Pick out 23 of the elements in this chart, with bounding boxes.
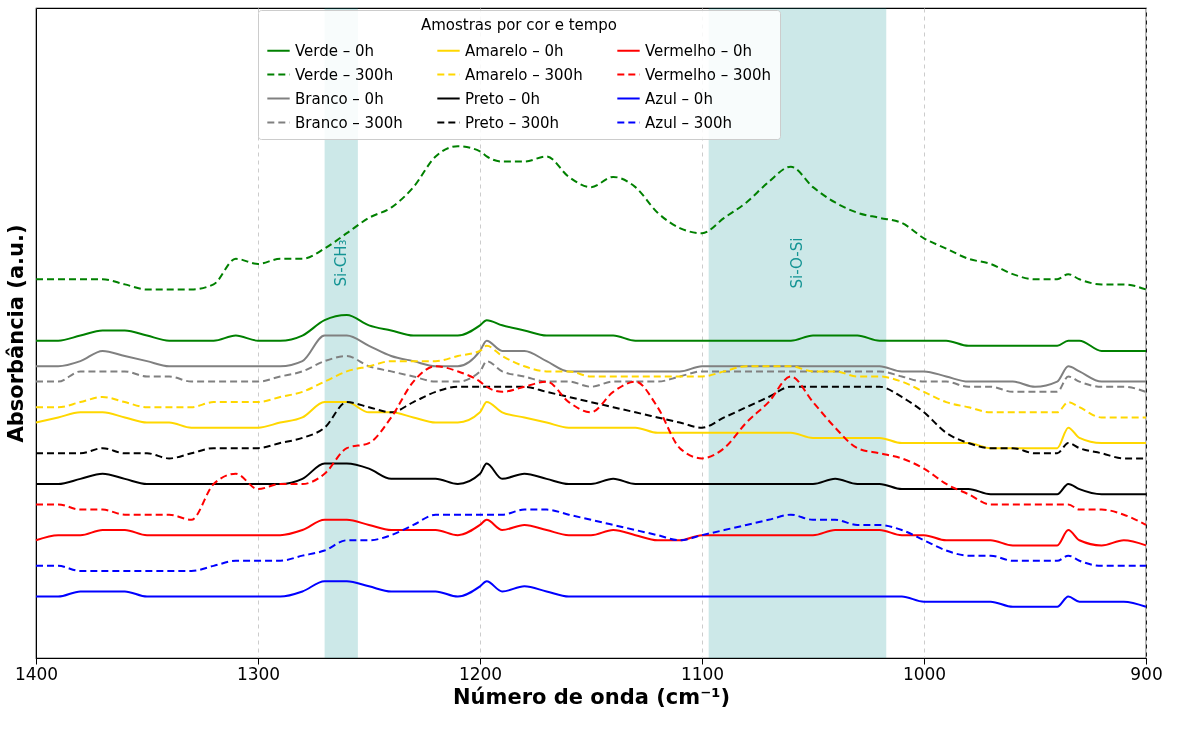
x-tick-label: 1400 xyxy=(14,663,59,684)
band-label: Si-O-Si xyxy=(788,237,807,289)
legend-label: Branco – 300h xyxy=(295,113,403,132)
x-tick-label: 1300 xyxy=(236,663,281,684)
legend-label: Azul – 0h xyxy=(645,89,713,108)
legend-label: Branco – 0h xyxy=(295,89,384,108)
legend-label: Verde – 300h xyxy=(295,65,394,84)
y-axis-title: Absorbância (a.u.) xyxy=(3,224,28,443)
legend-label: Verde – 0h xyxy=(295,41,375,60)
legend-label: Amarelo – 0h xyxy=(465,41,564,60)
band-label: Si-CH₃ xyxy=(332,239,351,287)
x-tick-label: 1100 xyxy=(680,663,725,684)
x-axis-title: Número de onda (cm⁻¹) xyxy=(452,684,731,709)
legend-label: Preto – 0h xyxy=(465,89,540,108)
x-tick-label: 900 xyxy=(1130,663,1163,684)
legend-label: Azul – 300h xyxy=(645,113,732,132)
legend-label: Vermelho – 300h xyxy=(645,65,772,84)
legend-label: Amarelo – 300h xyxy=(465,65,583,84)
x-tick-label: 1000 xyxy=(902,663,947,684)
legend-title: Amostras por cor e tempo xyxy=(420,16,618,34)
legend-label: Vermelho – 0h xyxy=(645,41,753,60)
x-tick-label: 1200 xyxy=(458,663,503,684)
legend-label: Preto – 300h xyxy=(465,113,560,132)
